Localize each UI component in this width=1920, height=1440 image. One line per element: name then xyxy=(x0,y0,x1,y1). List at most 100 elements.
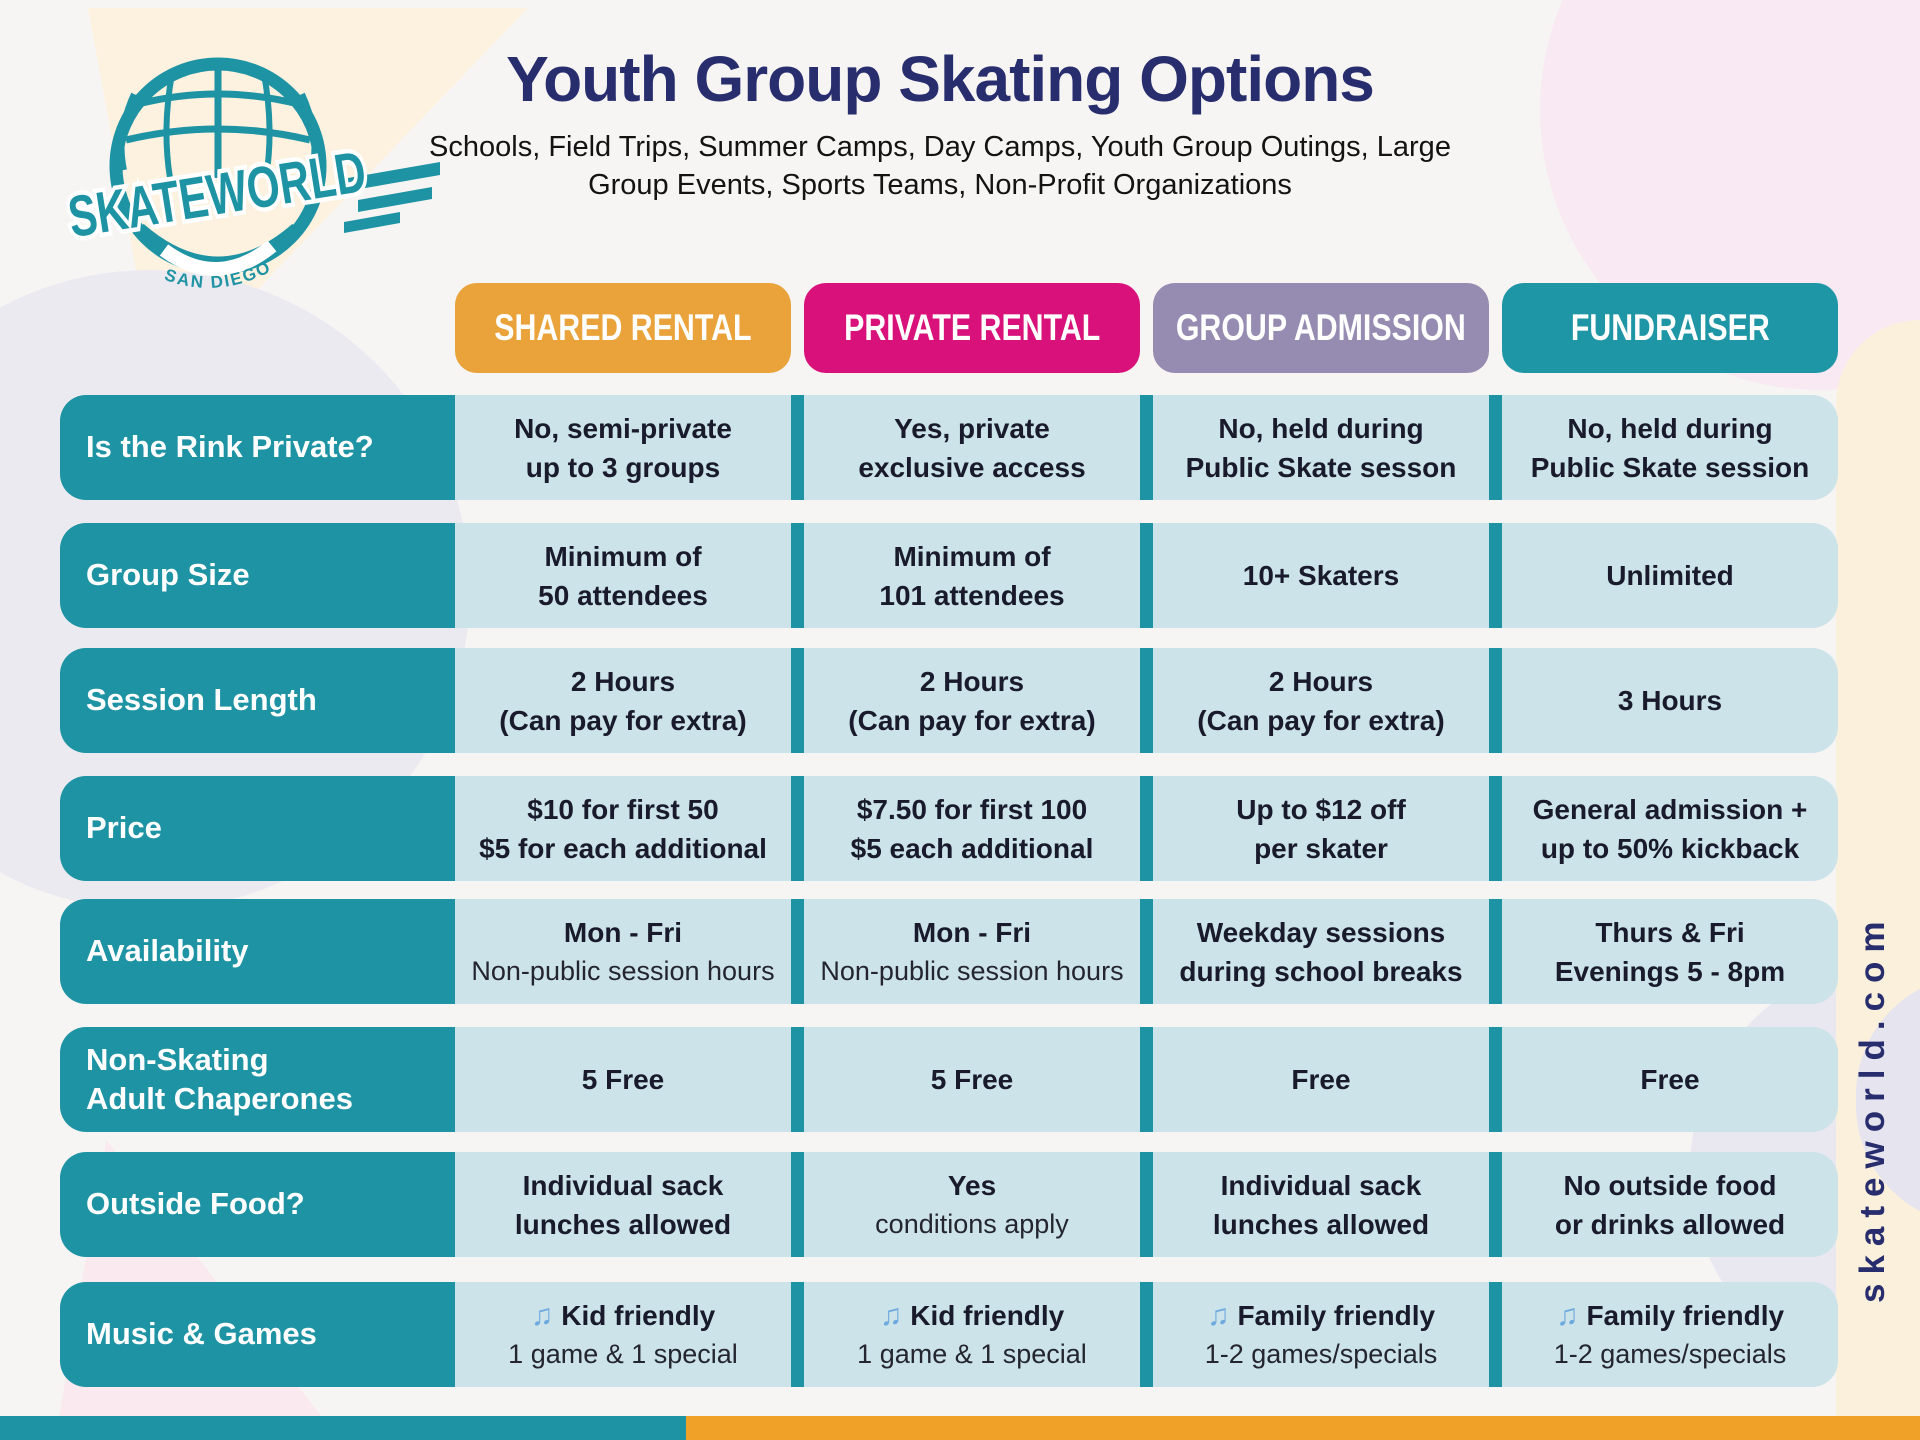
row-header: Availability xyxy=(60,899,455,1004)
subtitle-line2: Group Events, Sports Teams, Non-Profit O… xyxy=(588,169,1292,201)
column-divider xyxy=(791,648,804,753)
table-row-price: Price $10 for first 50 $5 for each addit… xyxy=(60,776,1838,881)
column-divider xyxy=(1489,1282,1502,1387)
cell-line2: Public Skate session xyxy=(1530,451,1810,483)
column-header-private-rental: PRIVATE RENTAL xyxy=(804,283,1140,373)
column-divider xyxy=(1489,899,1502,1004)
skateworld-logo: SKATEWORLD SAN DIEGO xyxy=(48,28,448,323)
cell-line1: Free xyxy=(1640,1064,1700,1095)
cell-line1: 10+ Skaters xyxy=(1242,560,1400,591)
deco-cream-band-right xyxy=(1836,320,1920,1440)
column-divider xyxy=(1140,776,1153,881)
cell-line2: up to 50% kickback xyxy=(1540,832,1800,864)
row-header: Non-Skating Adult Chaperones xyxy=(60,1027,455,1132)
cell: 10+ Skaters xyxy=(1153,523,1489,628)
cell-line1: Up to $12 off xyxy=(1236,793,1406,825)
cell-line2: 1 game & 1 special xyxy=(508,1338,738,1369)
cell-line2: 1-2 games/specials xyxy=(1553,1338,1787,1369)
cell-line1: Minimum of xyxy=(893,540,1051,572)
subtitle-line1: Schools, Field Trips, Summer Camps, Day … xyxy=(429,131,1451,163)
column-divider xyxy=(1489,1027,1502,1132)
cell-line1: ♫ Family friendly xyxy=(1207,1296,1435,1335)
row-header-label: Session Length xyxy=(86,682,317,718)
cell-line2: (Can pay for extra) xyxy=(848,704,1096,736)
cell-line1: Thurs & Fri xyxy=(1595,916,1745,948)
cell: Free xyxy=(1502,1027,1838,1132)
cell-line1-text: Family friendly xyxy=(1586,1299,1785,1331)
cell-line1: No, held during xyxy=(1218,412,1424,444)
footer-bar-teal xyxy=(0,1416,686,1440)
cell: Minimum of 50 attendees xyxy=(455,523,791,628)
row-header-label: Is the Rink Private? xyxy=(86,429,374,465)
cell-line1: $10 for first 50 xyxy=(527,793,719,825)
cell: Free xyxy=(1153,1027,1489,1132)
cell-line2: conditions apply xyxy=(875,1208,1069,1239)
column-divider xyxy=(1489,1152,1502,1257)
cell-line2: (Can pay for extra) xyxy=(499,704,747,736)
page-subtitle: Schools, Field Trips, Summer Camps, Day … xyxy=(410,128,1470,204)
column-divider xyxy=(791,523,804,628)
music-note-icon: ♫ xyxy=(530,1298,554,1332)
row-header: Music & Games xyxy=(60,1282,455,1387)
cell-line1: Individual sack xyxy=(1220,1169,1422,1201)
column-divider xyxy=(791,395,804,500)
cell-line2: per skater xyxy=(1254,832,1388,864)
cell: $10 for first 50 $5 for each additional xyxy=(455,776,791,881)
table-row-group-size: Group Size Minimum of 50 attendees Minim… xyxy=(60,523,1838,628)
cell-line2: Public Skate sesson xyxy=(1185,451,1457,483)
cell-line2: up to 3 groups xyxy=(525,451,721,483)
column-divider xyxy=(791,1027,804,1132)
cell-line1: Minimum of xyxy=(544,540,702,572)
cell: Unlimited xyxy=(1502,523,1838,628)
cell: No outside food or drinks allowed xyxy=(1502,1152,1838,1257)
cell: No, held during Public Skate session xyxy=(1502,395,1838,500)
column-divider xyxy=(1140,1282,1153,1387)
cell: ♫ Kid friendly 1 game & 1 special xyxy=(455,1282,791,1387)
row-header: Is the Rink Private? xyxy=(60,395,455,500)
cell-line2: lunches allowed xyxy=(1212,1208,1430,1240)
cell-line1: 2 Hours xyxy=(570,665,676,697)
cell-line1: Unlimited xyxy=(1606,560,1734,591)
website-url: skateworld.com xyxy=(1853,912,1892,1303)
cell-line1: Individual sack xyxy=(522,1169,724,1201)
cell: $7.50 for first 100 $5 each additional xyxy=(804,776,1140,881)
row-header-label: Music & Games xyxy=(86,1316,317,1352)
cell: 2 Hours (Can pay for extra) xyxy=(804,648,1140,753)
column-divider xyxy=(1140,648,1153,753)
cell-line1: 2 Hours xyxy=(1268,665,1374,697)
row-header-label: Non-Skating Adult Chaperones xyxy=(86,1041,353,1116)
row-header-label: Outside Food? xyxy=(86,1186,305,1222)
cell-line1-text: Kid friendly xyxy=(910,1299,1065,1331)
cell-line1: Mon - Fri xyxy=(563,916,683,948)
cell-line2: lunches allowed xyxy=(514,1208,732,1240)
row-header-label: Group Size xyxy=(86,557,250,593)
cell-line1: General admission + xyxy=(1532,793,1808,825)
cell-line2: Non-public session hours xyxy=(820,955,1124,986)
cell-line1: 5 Free xyxy=(581,1064,665,1095)
cell: General admission + up to 50% kickback xyxy=(1502,776,1838,881)
table-row-chaperones: Non-Skating Adult Chaperones 5 Free 5 Fr… xyxy=(60,1027,1838,1132)
globe-logo-graphic: SKATEWORLD SAN DIEGO xyxy=(59,57,440,292)
row-header-label: Availability xyxy=(86,933,249,969)
cell: Weekday sessions during school breaks xyxy=(1153,899,1489,1004)
cell-line1: Free xyxy=(1291,1064,1351,1095)
table-row-outside-food: Outside Food? Individual sack lunches al… xyxy=(60,1152,1838,1257)
cell-line1: ♫ Kid friendly xyxy=(531,1296,716,1335)
row-header: Outside Food? xyxy=(60,1152,455,1257)
cell-line1: 2 Hours xyxy=(919,665,1025,697)
cell: 2 Hours (Can pay for extra) xyxy=(455,648,791,753)
page-title: Youth Group Skating Options xyxy=(506,43,1375,115)
row-header: Price xyxy=(60,776,455,881)
row-header-label: Price xyxy=(86,810,162,846)
cell-line2: during school breaks xyxy=(1179,955,1463,987)
column-divider xyxy=(1489,523,1502,628)
cell: Mon - Fri Non-public session hours xyxy=(804,899,1140,1004)
music-note-icon: ♫ xyxy=(879,1298,903,1332)
cell: Mon - Fri Non-public session hours xyxy=(455,899,791,1004)
cell-line1: 5 Free xyxy=(930,1064,1014,1095)
column-divider xyxy=(1140,523,1153,628)
cell-line2: (Can pay for extra) xyxy=(1197,704,1445,736)
column-header-group-admission: GROUP ADMISSION xyxy=(1153,283,1489,373)
cell: ♫ Family friendly 1-2 games/specials xyxy=(1502,1282,1838,1387)
